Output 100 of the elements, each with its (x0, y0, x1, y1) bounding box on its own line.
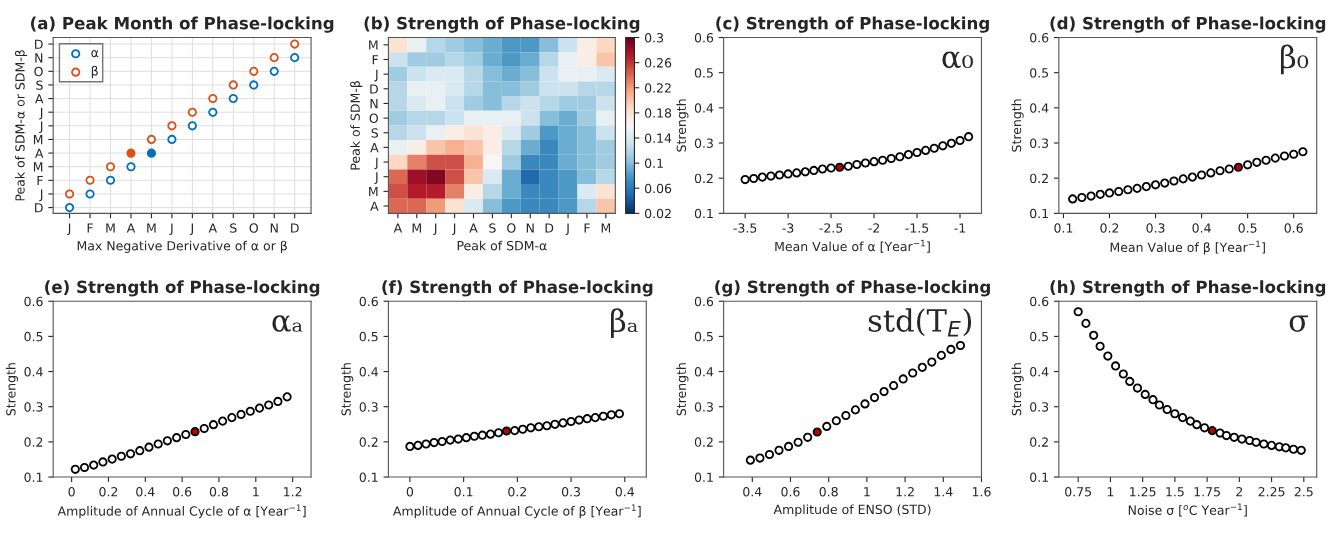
y-tick-label: 0.2 (24, 437, 43, 447)
x-tick-label: 1.2 (284, 486, 302, 497)
chart-title: (g) Strength of Phase-locking (715, 280, 990, 297)
y-tick-label: O (369, 113, 378, 124)
chart-title: (d) Strength of Phase-locking (1050, 16, 1326, 33)
x-tick-label: 0.1 (1054, 223, 1073, 233)
x-axis-title: Mean Value of β [Year$^{−1}$] (1110, 240, 1265, 255)
x-tick-label: 0.2 (508, 486, 527, 497)
x-axis-title: Noise σ [$^{o}$C Year$^{−1}$] (1128, 503, 1247, 517)
x-tick-label: 1.6 (972, 486, 991, 497)
point (502, 426, 512, 436)
y-tick-label: 0.1 (24, 472, 43, 482)
x-tick-label: A (126, 223, 136, 233)
annotation: std(T$_{E}$) (868, 308, 972, 337)
x-tick-label: 1.25 (1130, 486, 1156, 497)
x-axis-title: Peak of SDM-α (457, 240, 547, 251)
y-tick-label: M (369, 186, 378, 197)
color-bar-label: 0.02 (644, 208, 671, 219)
x-tick-label: 2 (1236, 486, 1243, 497)
point (835, 162, 845, 172)
x-tick-label: 0.3 (561, 486, 580, 497)
y-tick-label: 0.2 (359, 437, 378, 447)
annotation: αₐ (272, 315, 303, 332)
y-tick-label: 0.1 (1030, 208, 1048, 219)
color-bar-label: 0.1 (644, 158, 663, 169)
y-axis-title: Strength (5, 363, 19, 416)
legend-label: β (91, 65, 98, 79)
y-tick-label: 0.5 (359, 331, 378, 342)
y-tick-label: 0.4 (694, 103, 714, 113)
x-tick-label: N (270, 223, 278, 233)
point (126, 148, 136, 158)
point (812, 427, 822, 437)
x-tick-label: J (169, 223, 173, 236)
y-tick-label: 0.5 (1030, 68, 1049, 78)
y-tick-label: 0.4 (24, 367, 43, 377)
chart-title: (b) Strength of Phase-locking (364, 16, 640, 33)
color-bar-label: 0.22 (644, 83, 671, 93)
y-tick-label: 0.1 (1030, 472, 1048, 482)
x-tick-label: -3.5 (733, 223, 757, 233)
x-tick-label: 0.8 (209, 486, 229, 497)
color-bar-label: 0.06 (644, 183, 672, 194)
y-tick-label: 0.4 (359, 367, 378, 377)
y-tick-label: 0.3 (1030, 138, 1049, 148)
x-tick-label: -1.5 (905, 223, 929, 233)
y-tick-label: 0.5 (1030, 331, 1049, 342)
x-tick-label: 1.2 (896, 486, 914, 497)
x-tick-label: M (412, 223, 421, 233)
y-tick-label: 0.6 (1030, 32, 1049, 43)
x-tick-label: 1 (253, 487, 259, 497)
x-tick-label: O (507, 223, 516, 233)
x-tick-label: 1.5 (1166, 487, 1184, 497)
y-tick-label: 0.2 (1030, 437, 1048, 447)
x-tick-label: 1.4 (934, 487, 953, 497)
chart-title: (h) Strength of Phase-locking (1050, 280, 1326, 297)
y-tick-label: 0.1 (694, 208, 713, 219)
x-axis-title: Amplitude of Annual Cycle of β [Year$^{−1}$] (393, 504, 641, 519)
x-tick-label: F (584, 223, 590, 233)
point (146, 148, 157, 158)
y-tick-label: 0.5 (694, 68, 713, 78)
x-tick-label: 0.1 (454, 486, 473, 497)
y-tick-label: 0.3 (359, 402, 378, 412)
x-tick-label: S (230, 223, 237, 233)
y-tick-label: 0.1 (359, 472, 378, 482)
x-tick-label: -3 (782, 223, 794, 233)
y-tick-label: 0.6 (1030, 296, 1049, 307)
x-tick-label: M (147, 223, 156, 233)
color-bar-label: 0.26 (644, 58, 672, 68)
x-tick-label: 0.2 (99, 486, 118, 497)
y-axis-title: Peak of SDM-β (350, 81, 363, 170)
color-bar-label: 0.3 (644, 32, 664, 43)
x-tick-label: 0.3 (1146, 223, 1165, 233)
x-tick-label: 0 (406, 486, 414, 497)
y-axis-title: Strength (341, 363, 354, 416)
y-tick-label: 0.6 (359, 296, 378, 307)
point (190, 427, 200, 437)
y-tick-label: 0.5 (694, 331, 713, 342)
x-tick-label: -1 (954, 223, 966, 233)
x-tick-label: 1 (864, 487, 870, 497)
x-tick-label: 0.6 (781, 486, 800, 497)
x-tick-label: F (87, 223, 93, 233)
point (1207, 426, 1217, 436)
y-tick-label: F (372, 55, 378, 65)
y-tick-label: 0.1 (694, 472, 713, 482)
x-tick-label: 0.6 (173, 486, 192, 497)
y-tick-label: 0.3 (694, 138, 713, 148)
x-tick-label: M (601, 223, 611, 233)
y-tick-label: 0.3 (24, 402, 43, 412)
y-tick-label: 0.3 (1030, 402, 1049, 412)
y-axis-title: Strength (1011, 363, 1024, 416)
y-tick-label: A (370, 201, 379, 211)
x-tick-label: N (526, 223, 534, 233)
y-tick-label: 0.2 (694, 437, 713, 447)
chart-title: (f) Strength of Phase-locking (382, 280, 653, 297)
x-tick-label: A (208, 223, 217, 233)
annotation: α₀ (942, 51, 973, 69)
chart-title: (e) Strength of Phase-locking (45, 280, 320, 297)
x-tick-label: 1.75 (1194, 487, 1220, 497)
y-tick-label: 0.2 (1030, 173, 1048, 184)
y-axis-title: Strength (1011, 99, 1024, 152)
y-tick-label: 0.3 (694, 402, 713, 412)
